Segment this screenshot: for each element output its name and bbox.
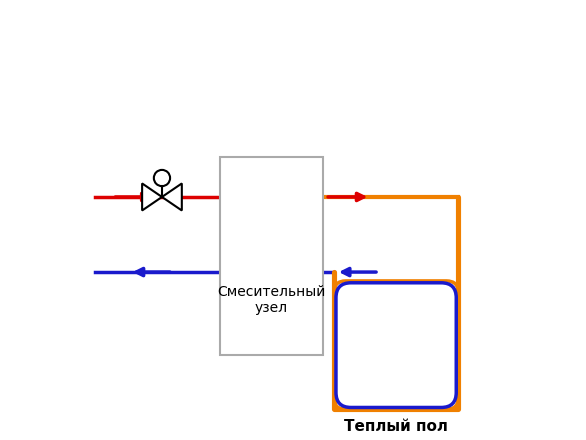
Text: Теплый пол: Теплый пол (344, 419, 448, 434)
Bar (220, 158, 323, 355)
Text: Смесительный
узел: Смесительный узел (217, 285, 326, 315)
Polygon shape (162, 183, 182, 210)
Polygon shape (142, 183, 162, 210)
